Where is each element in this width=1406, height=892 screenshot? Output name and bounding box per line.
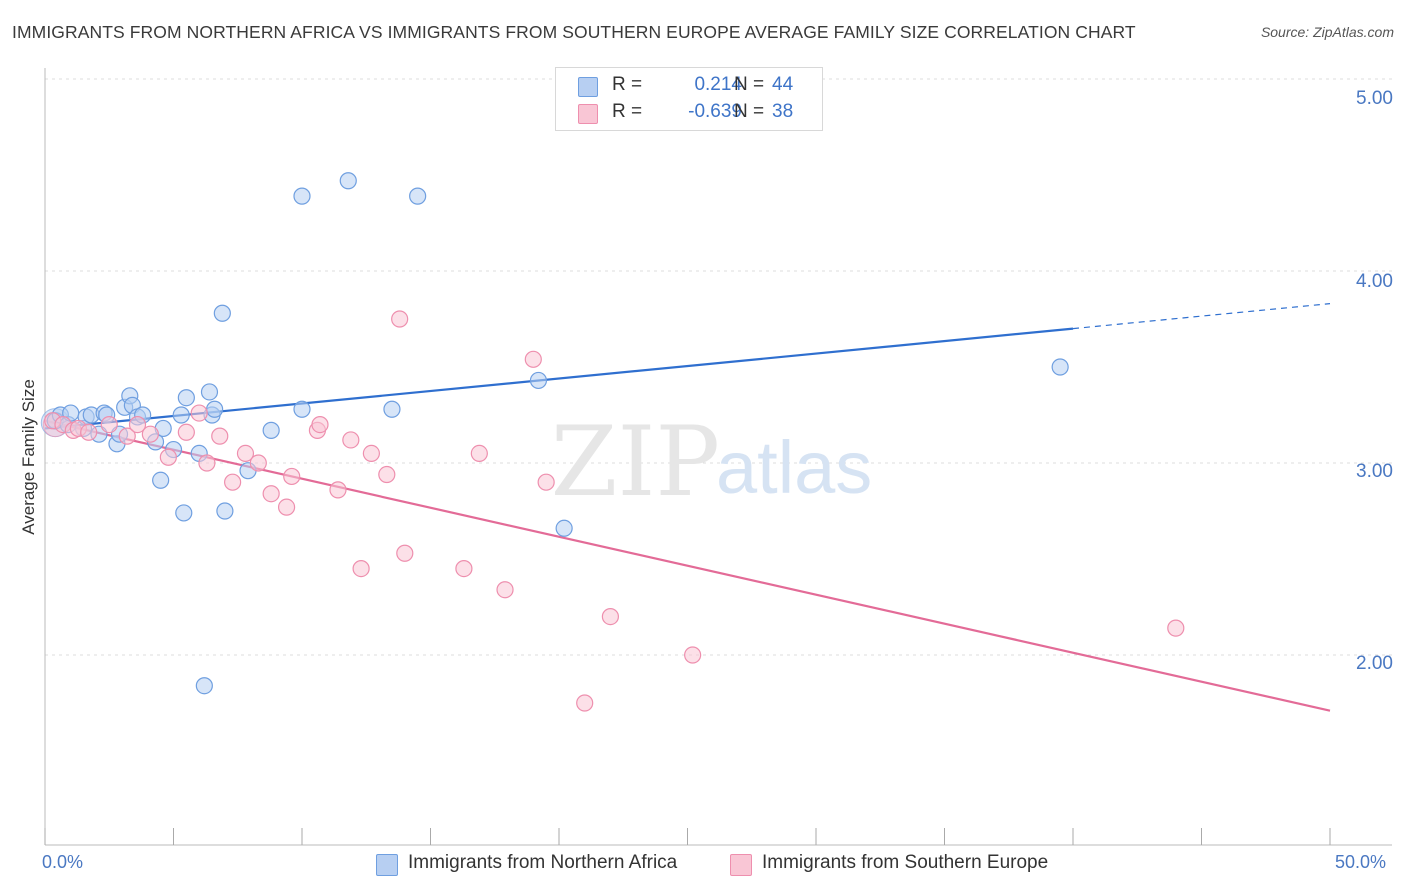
- point-northern-africa: [293, 187, 311, 205]
- y-tick-labels: 2.00 3.00 4.00 5.00: [1356, 88, 1393, 674]
- legend-swatch-pink: [578, 104, 598, 124]
- point-southern-europe: [378, 465, 396, 484]
- legend-label-northern-africa: Immigrants from Northern Africa: [408, 852, 678, 873]
- point-southern-europe: [470, 444, 488, 462]
- point-southern-europe: [524, 350, 542, 368]
- point-southern-europe: [352, 559, 370, 578]
- y-axis-label: Average Family Size: [19, 379, 38, 535]
- point-southern-europe: [684, 646, 702, 664]
- point-southern-europe: [80, 423, 98, 441]
- point-southern-europe: [224, 473, 242, 491]
- x-tick-label-max: 50.0%: [1335, 852, 1387, 872]
- stats-legend: R = 0.214 N = 44 R = -0.639 N = 38: [555, 67, 823, 131]
- series-legend: Immigrants from Northern Africa Immigran…: [0, 852, 1406, 878]
- point-northern-africa: [262, 421, 280, 439]
- point-southern-europe: [141, 425, 159, 443]
- y-tick-label: 5.00: [1356, 88, 1393, 109]
- legend-label-southern-europe: Immigrants from Southern Europe: [762, 852, 1049, 873]
- legend-r-label: R =: [612, 101, 643, 122]
- point-northern-africa: [383, 400, 401, 418]
- point-southern-europe: [455, 559, 473, 578]
- chart-source: Source: ZipAtlas.com: [1260, 24, 1394, 40]
- point-southern-europe: [190, 404, 208, 422]
- point-southern-europe: [283, 467, 301, 486]
- point-southern-europe: [211, 427, 229, 445]
- point-northern-africa: [152, 471, 170, 489]
- point-northern-africa: [213, 304, 231, 322]
- point-southern-europe: [391, 310, 409, 328]
- legend-n-label: N =: [734, 74, 765, 95]
- point-northern-africa: [409, 187, 427, 205]
- point-southern-europe: [177, 423, 195, 441]
- point-southern-europe: [249, 454, 267, 472]
- data-points: [40, 172, 1185, 712]
- axes: [44, 68, 1392, 846]
- point-southern-europe: [100, 416, 118, 434]
- point-northern-africa: [206, 400, 224, 418]
- point-northern-africa: [177, 389, 195, 407]
- point-southern-europe: [342, 431, 360, 449]
- point-northern-africa: [172, 406, 190, 424]
- point-southern-europe: [236, 444, 255, 462]
- gridlines: [45, 78, 1392, 656]
- point-southern-europe: [198, 454, 216, 472]
- point-southern-europe: [329, 481, 347, 499]
- point-northern-africa: [555, 519, 573, 537]
- trendline-northern-africa-extension: [1072, 303, 1331, 330]
- point-southern-europe: [128, 416, 147, 434]
- point-northern-africa: [293, 400, 311, 418]
- point-northern-africa: [529, 371, 548, 390]
- point-northern-africa: [175, 504, 193, 522]
- legend-swatch-blue: [578, 77, 598, 97]
- point-northern-africa: [216, 502, 234, 520]
- watermark-atlas: atlas: [716, 426, 872, 509]
- point-southern-europe: [537, 473, 555, 491]
- x-tick-label-min: 0.0%: [42, 852, 84, 872]
- point-southern-europe: [601, 607, 620, 626]
- y-tick-label: 2.00: [1356, 653, 1393, 674]
- point-southern-europe: [496, 581, 514, 599]
- watermark-zip: ZIP: [551, 406, 720, 518]
- point-northern-africa: [200, 383, 219, 401]
- legend-n-value: 44: [772, 74, 794, 95]
- legend-n-value: 38: [772, 101, 794, 122]
- point-southern-europe: [277, 498, 296, 516]
- y-tick-label: 4.00: [1356, 271, 1393, 292]
- chart-title: IMMIGRANTS FROM NORTHERN AFRICA VS IMMIG…: [12, 22, 1136, 42]
- point-southern-europe: [311, 416, 329, 434]
- legend-r-label: R =: [612, 74, 643, 95]
- legend-swatch-pink: [730, 854, 752, 876]
- point-northern-africa: [339, 172, 357, 190]
- y-tick-label: 3.00: [1356, 461, 1393, 482]
- point-southern-europe: [396, 544, 414, 562]
- legend-r-value: 0.214: [694, 74, 742, 95]
- legend-swatch-blue: [376, 854, 398, 876]
- point-southern-europe: [576, 694, 594, 712]
- point-southern-europe: [362, 444, 380, 462]
- point-southern-europe: [159, 448, 177, 466]
- legend-n-label: N =: [734, 101, 765, 122]
- point-northern-africa: [1051, 358, 1069, 376]
- point-southern-europe: [1167, 619, 1185, 637]
- point-southern-europe: [118, 427, 136, 445]
- legend-r-value: -0.639: [688, 101, 742, 122]
- point-northern-africa: [195, 677, 213, 695]
- point-southern-europe: [262, 485, 280, 503]
